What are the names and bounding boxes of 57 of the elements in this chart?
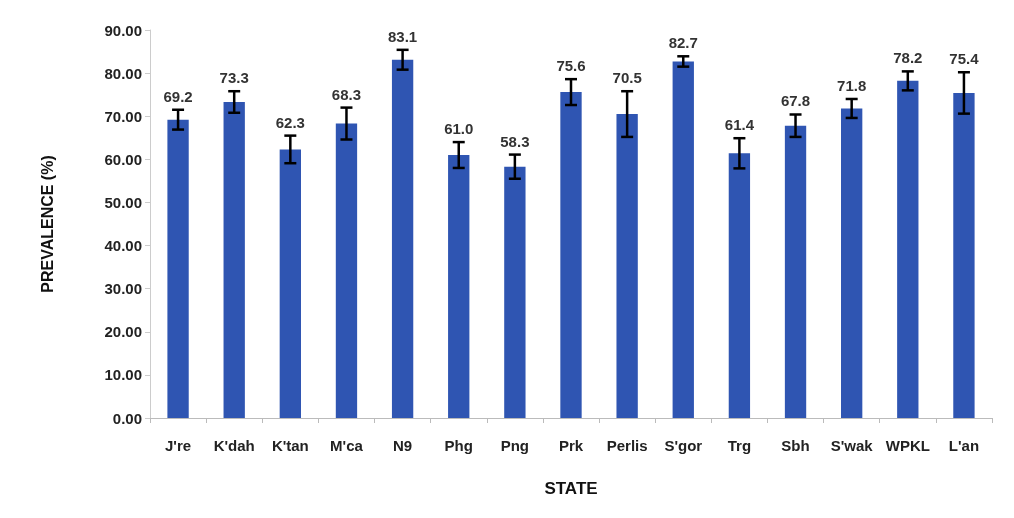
y-tick-label: 0.00 (112, 409, 142, 427)
data-label: 61.0 (444, 120, 474, 138)
x-tick-label: Sbh (781, 437, 810, 454)
x-tick-label: K'tan (271, 437, 309, 454)
x-tick-label: M'ca (330, 437, 364, 454)
bar (728, 153, 751, 418)
y-tick-label: 60.00 (104, 150, 142, 168)
data-label: 73.3 (219, 69, 249, 87)
y-tick-label: 70.00 (104, 107, 142, 125)
y-tick-label: 20.00 (104, 323, 142, 341)
x-tick-label: WPKL (885, 437, 930, 454)
data-label: 82.7 (668, 34, 698, 52)
y-tick-label: 40.00 (104, 237, 142, 255)
data-label: 67.8 (780, 92, 811, 110)
bar (448, 155, 470, 418)
y-tick-label: 30.00 (104, 280, 142, 298)
data-label: 75.4 (949, 50, 980, 68)
bar (616, 114, 638, 418)
y-tick-label: 90.00 (104, 21, 142, 39)
x-tick-label: N9 (393, 437, 413, 454)
bar (953, 92, 975, 418)
x-tick-label: Phg (444, 437, 473, 454)
x-tick-label: J're (165, 437, 192, 454)
data-label: 68.3 (331, 85, 362, 103)
x-tick-label: L'an (948, 437, 980, 454)
y-axis-title: PREVALENCE (%) (38, 155, 56, 293)
data-label: 58.3 (500, 132, 530, 150)
bar (784, 125, 807, 418)
x-tick-label: Trg (727, 437, 752, 454)
data-label: 62.3 (275, 113, 305, 131)
bar (223, 102, 245, 418)
bar (504, 166, 526, 418)
bar (279, 149, 301, 418)
x-tick-label: Prk (558, 437, 584, 454)
bar (391, 59, 414, 418)
bar (560, 92, 582, 418)
bar (897, 80, 919, 418)
data-label: 70.5 (612, 69, 642, 87)
y-tick-label: 80.00 (104, 64, 142, 82)
x-axis-title: STATE (544, 479, 598, 498)
x-tick-label: Perlis (606, 437, 648, 454)
data-label: 71.8 (837, 76, 867, 94)
x-tick-label: K'dah (213, 437, 255, 454)
data-label: 83.1 (388, 27, 418, 45)
y-tick-label: 10.00 (104, 366, 142, 384)
bar (841, 108, 863, 418)
y-tick-label: 50.00 (104, 193, 142, 211)
data-label: 75.6 (556, 57, 586, 75)
data-label: 69.2 (163, 87, 193, 105)
bar (167, 119, 189, 418)
bar (672, 61, 694, 418)
x-tick-label: S'wak (830, 437, 874, 454)
x-tick-label: S'gor (664, 437, 703, 454)
bar (335, 123, 358, 418)
x-tick-label: Png (500, 437, 530, 454)
data-label: 78.2 (893, 49, 923, 67)
data-label: 61.4 (724, 116, 755, 134)
